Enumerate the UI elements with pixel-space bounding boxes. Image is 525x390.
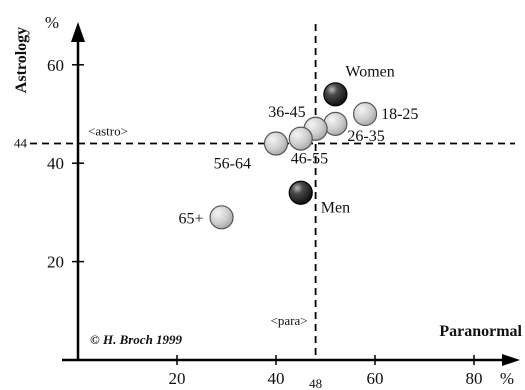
x-tick-label: 20 bbox=[169, 369, 186, 388]
point-46-55 bbox=[288, 126, 313, 151]
point-56-64 bbox=[263, 131, 289, 156]
x-tick-label: 40 bbox=[268, 369, 285, 388]
point-label-46-55: 46-55 bbox=[291, 151, 328, 168]
y-tick-label: 20 bbox=[47, 253, 64, 272]
reference-value-para: 48 bbox=[309, 376, 322, 390]
x-axis-arrow bbox=[502, 354, 520, 366]
credit-text: © H. Broch 1999 bbox=[90, 332, 183, 347]
point-label-65-: 65+ bbox=[179, 210, 204, 227]
y-axis-title: Astrology bbox=[13, 27, 30, 93]
y-unit-label: % bbox=[45, 13, 59, 32]
x-unit-label: % bbox=[500, 369, 514, 388]
point-label-women: Women bbox=[345, 63, 394, 80]
point-65- bbox=[209, 205, 234, 230]
y-axis-arrow bbox=[71, 22, 85, 42]
x-tick-label: 80 bbox=[466, 369, 483, 388]
reference-name-para: <para> bbox=[271, 313, 308, 328]
y-tick-label: 60 bbox=[47, 56, 64, 75]
reference-name-astro: <astro> bbox=[88, 124, 128, 139]
point-26-35 bbox=[323, 111, 348, 136]
point-label-men: Men bbox=[321, 200, 350, 217]
x-tick-label: 60 bbox=[367, 369, 384, 388]
point-label-56-64: 56-64 bbox=[214, 156, 251, 173]
point-women bbox=[323, 82, 348, 107]
point-label-26-35: 26-35 bbox=[347, 128, 384, 145]
reference-value-astro: 44 bbox=[14, 136, 28, 151]
x-axis-title: Paranormal bbox=[439, 323, 522, 340]
point-men bbox=[288, 180, 313, 205]
y-tick-label: 40 bbox=[47, 154, 64, 173]
point-label-36-45: 36-45 bbox=[268, 104, 305, 121]
point-label-18-25: 18-25 bbox=[381, 106, 418, 123]
point-18-25 bbox=[353, 101, 378, 127]
